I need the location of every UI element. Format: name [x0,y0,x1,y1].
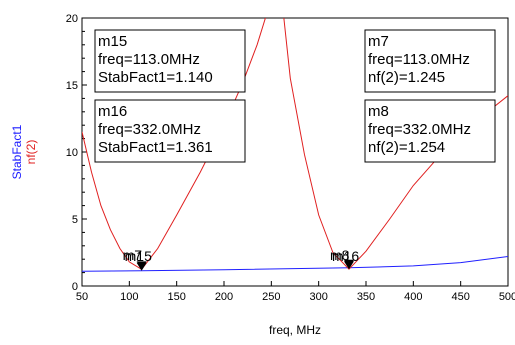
marker-readout-line: m7 [368,33,389,50]
marker-readout-line: StabFact1=1.361 [98,139,213,156]
x-tick-label: 300 [309,291,327,303]
marker-readout-line: freq=113.0MHz [98,51,200,68]
marker-point [136,261,147,270]
x-tick-label: 450 [451,291,469,303]
marker-readout-line: nf(2)=1.245 [368,69,445,86]
marker-label: m16 [332,248,359,264]
marker-label: m8 [330,247,350,263]
y-tick-label: 5 [72,214,78,226]
x-tick-label: 200 [215,291,233,303]
marker-readout-line: freq=113.0MHz [368,51,470,68]
marker-readout-box [94,29,246,93]
marker-label: m7 [123,247,143,263]
marker-readout-box [364,29,496,93]
x-tick-label: 350 [357,291,375,303]
y-tick-label: 10 [66,147,78,159]
x-tick-label: 50 [76,291,88,303]
x-tick-label: 150 [167,291,185,303]
marker-readout-line: m8 [368,103,389,120]
x-tick-label: 400 [404,291,422,303]
y-axis-label-stabfact: StabFact1 [10,124,24,179]
x-tick-label: 250 [262,291,280,303]
x-tick-label: 500 [499,291,515,303]
marker-label: m15 [125,248,152,264]
marker-readout-line: nf(2)=1.254 [368,139,445,156]
y-tick-label: 20 [66,13,78,25]
x-axis-label: freq, MHz [269,323,321,337]
y-tick-label: 15 [66,80,78,92]
marker-readout-line: m16 [98,103,127,120]
marker-readout-box [94,99,246,163]
nf-line [82,18,508,270]
marker-point [343,261,354,270]
y-tick-label: 0 [72,281,78,293]
y-axis-label-nf: nf(2) [24,140,38,165]
marker-readout-line: freq=332.0MHz [98,121,201,138]
marker-readout-line: freq=332.0MHz [368,121,471,138]
marker-readout-line: StabFact1=1.140 [98,69,213,86]
x-tick-label: 100 [120,291,138,303]
marker-readout-line: m15 [98,33,127,50]
marker-readout-box [364,99,496,163]
